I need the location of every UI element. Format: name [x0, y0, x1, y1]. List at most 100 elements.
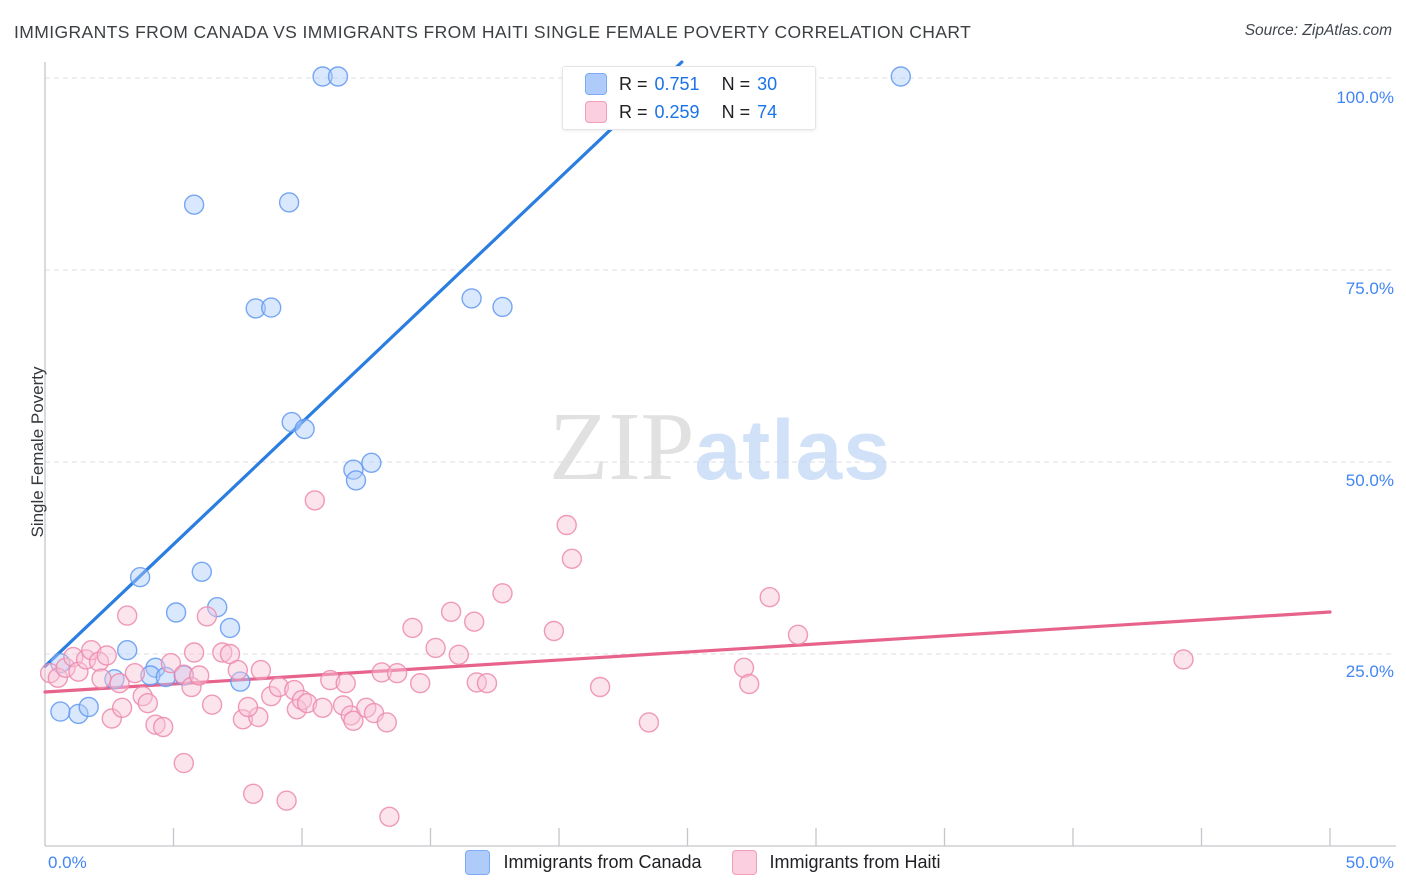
- legend-r-value: 0.259: [654, 101, 700, 122]
- scatter-point-haiti[interactable]: [250, 659, 272, 681]
- legend-row-haiti: R = 0.259 N = 74: [585, 101, 815, 123]
- scatter-point-canada[interactable]: [116, 640, 138, 661]
- scatter-point-haiti[interactable]: [440, 601, 462, 622]
- scatter-point-haiti[interactable]: [739, 673, 760, 695]
- scatter-point-haiti[interactable]: [733, 657, 755, 678]
- scatter-point-canada[interactable]: [50, 701, 71, 722]
- scatter-point-haiti[interactable]: [638, 712, 660, 733]
- scatter-point-haiti[interactable]: [335, 673, 356, 694]
- scatter-point-haiti[interactable]: [173, 752, 195, 774]
- scatter-point-canada[interactable]: [345, 470, 367, 491]
- scatter-point-canada[interactable]: [461, 288, 482, 309]
- scatter-point-canada[interactable]: [361, 452, 382, 473]
- scatter-point-canada[interactable]: [245, 298, 266, 319]
- scatter-point-canada[interactable]: [78, 696, 99, 718]
- scatter-point-haiti[interactable]: [556, 514, 577, 536]
- scatter-point-canada[interactable]: [68, 703, 89, 725]
- legend-row-canada: R = 0.751 N = 30: [585, 73, 815, 95]
- y-axis-title: Single Female Poverty: [28, 366, 47, 538]
- scatter-point-haiti[interactable]: [410, 673, 431, 694]
- scatter-point-canada[interactable]: [327, 66, 349, 87]
- scatter-point-haiti[interactable]: [181, 676, 202, 698]
- scatter-point-haiti[interactable]: [371, 662, 392, 683]
- scatter-point-haiti[interactable]: [561, 548, 583, 569]
- scatter-point-haiti[interactable]: [304, 490, 325, 511]
- series-legend: Immigrants from Canada Immigrants from H…: [0, 850, 1406, 875]
- legend-n-label: N =: [721, 101, 751, 122]
- legend-n-label: N =: [721, 73, 751, 94]
- legend-canada-label: Immigrants from Canada: [503, 852, 702, 872]
- scatter-point-haiti[interactable]: [91, 668, 112, 689]
- scatter-point-haiti[interactable]: [268, 676, 290, 698]
- y-tick-75: 75.0%: [1345, 279, 1394, 298]
- page-title: IMMIGRANTS FROM CANADA VS IMMIGRANTS FRO…: [14, 22, 972, 42]
- scatter-point-canada[interactable]: [261, 297, 282, 318]
- scatter-point-haiti[interactable]: [196, 606, 218, 627]
- scatter-point-haiti[interactable]: [402, 617, 423, 639]
- scatter-point-haiti[interactable]: [137, 693, 159, 714]
- scatter-point-haiti[interactable]: [589, 676, 611, 698]
- scatter-point-haiti[interactable]: [96, 645, 117, 666]
- scatter-point-haiti[interactable]: [237, 696, 259, 718]
- scatter-point-haiti[interactable]: [787, 624, 809, 645]
- scatter-point-haiti[interactable]: [464, 611, 485, 632]
- correlation-legend: R = 0.751 N = 30 R = 0.259 N = 74: [562, 66, 816, 130]
- scatter-point-haiti[interactable]: [320, 669, 341, 691]
- scatter-point-canada[interactable]: [219, 617, 241, 639]
- scatter-point-haiti[interactable]: [1173, 649, 1194, 670]
- scatter-point-haiti[interactable]: [188, 665, 210, 686]
- scatter-point-haiti[interactable]: [376, 712, 397, 733]
- scatter-point-haiti[interactable]: [466, 672, 487, 693]
- scatter-point-haiti[interactable]: [232, 709, 254, 730]
- scatter-point-haiti[interactable]: [68, 661, 89, 682]
- scatter-point-haiti[interactable]: [448, 644, 469, 665]
- y-tick-25: 25.0%: [1345, 662, 1394, 681]
- scatter-point-haiti[interactable]: [312, 697, 333, 718]
- scatter-point-haiti[interactable]: [101, 708, 123, 729]
- scatter-point-canada[interactable]: [278, 192, 300, 213]
- scatter-point-haiti[interactable]: [183, 642, 205, 663]
- scatter-point-haiti[interactable]: [116, 605, 138, 626]
- scatter-point-haiti[interactable]: [492, 583, 513, 604]
- scatter-point-canada[interactable]: [294, 418, 315, 440]
- scatter-point-haiti[interactable]: [124, 663, 146, 684]
- scatter-point-haiti[interactable]: [227, 659, 249, 681]
- legend-haiti-label: Immigrants from Haiti: [769, 852, 941, 872]
- scatter-point-haiti[interactable]: [81, 640, 102, 661]
- scatter-point-haiti[interactable]: [425, 637, 446, 659]
- scatter-point-haiti[interactable]: [109, 673, 130, 694]
- scatter-point-haiti[interactable]: [212, 642, 233, 663]
- scatter-point-canada[interactable]: [312, 66, 333, 87]
- legend-r-value: 0.751: [654, 73, 700, 94]
- scatter-point-haiti[interactable]: [343, 710, 364, 731]
- scatter-point-haiti[interactable]: [145, 714, 166, 735]
- legend-item-haiti: Immigrants from Haiti: [731, 850, 941, 875]
- scatter-point-canada[interactable]: [281, 411, 302, 433]
- scatter-point-haiti[interactable]: [242, 783, 264, 804]
- scatter-point-haiti[interactable]: [111, 697, 133, 718]
- scatter-point-haiti[interactable]: [152, 716, 174, 738]
- scatter-point-haiti[interactable]: [219, 643, 241, 665]
- scatter-point-haiti[interactable]: [476, 673, 498, 694]
- scatter-point-haiti[interactable]: [160, 653, 182, 674]
- scatter-point-haiti[interactable]: [201, 694, 223, 715]
- scatter-point-haiti[interactable]: [386, 663, 408, 684]
- scatter-point-haiti[interactable]: [379, 806, 400, 827]
- canada-swatch-icon: [585, 73, 607, 95]
- scatter-point-canada[interactable]: [129, 567, 151, 588]
- scatter-point-canada[interactable]: [191, 561, 213, 582]
- scatter-point-haiti[interactable]: [55, 657, 76, 678]
- scatter-point-haiti[interactable]: [173, 664, 195, 685]
- scatter-point-haiti[interactable]: [296, 693, 318, 714]
- scatter-point-canada[interactable]: [492, 296, 513, 318]
- scatter-point-haiti[interactable]: [543, 620, 565, 642]
- scatter-point-canada[interactable]: [183, 194, 205, 215]
- scatter-point-haiti[interactable]: [276, 790, 297, 811]
- scatter-point-haiti[interactable]: [759, 587, 780, 608]
- scatter-point-canada[interactable]: [890, 66, 911, 87]
- canada-swatch-icon: [465, 850, 491, 875]
- scatter-point-canada[interactable]: [140, 665, 161, 686]
- source-attribution: Source: ZipAtlas.com: [1244, 22, 1392, 39]
- scatter-point-canada[interactable]: [165, 602, 187, 623]
